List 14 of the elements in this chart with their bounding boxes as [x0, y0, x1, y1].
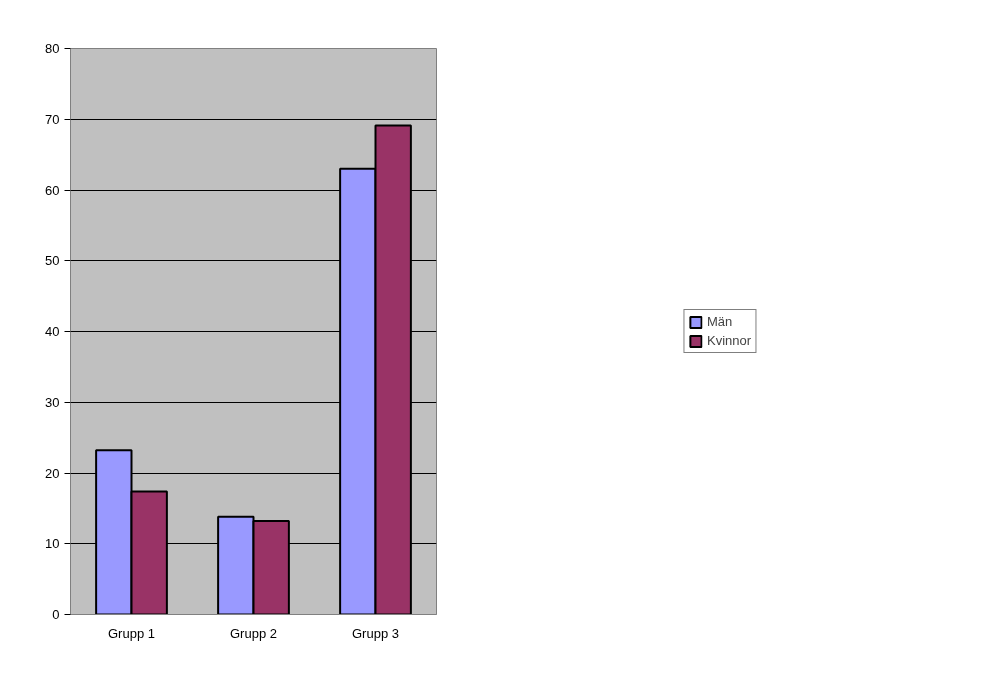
y-tick-label: 70	[45, 111, 60, 127]
y-tick-label: 20	[45, 465, 60, 481]
y-tick-label: 80	[45, 41, 60, 56]
y-tick-label: 30	[45, 394, 60, 410]
legend-label: Kvinnor	[706, 333, 752, 348]
y-tick-label: 10	[45, 536, 60, 552]
x-tick-label: Grupp 3	[352, 625, 399, 641]
y-tick-label: 40	[45, 324, 60, 339]
y-tick-label: 50	[45, 253, 60, 269]
x-tick-label: Grupp 1	[108, 625, 155, 641]
y-tick-label: 60	[45, 182, 60, 198]
legend-label: Män	[706, 314, 733, 329]
x-tick-label: Grupp 2	[230, 625, 277, 641]
y-tick-label: 0	[52, 607, 60, 622]
